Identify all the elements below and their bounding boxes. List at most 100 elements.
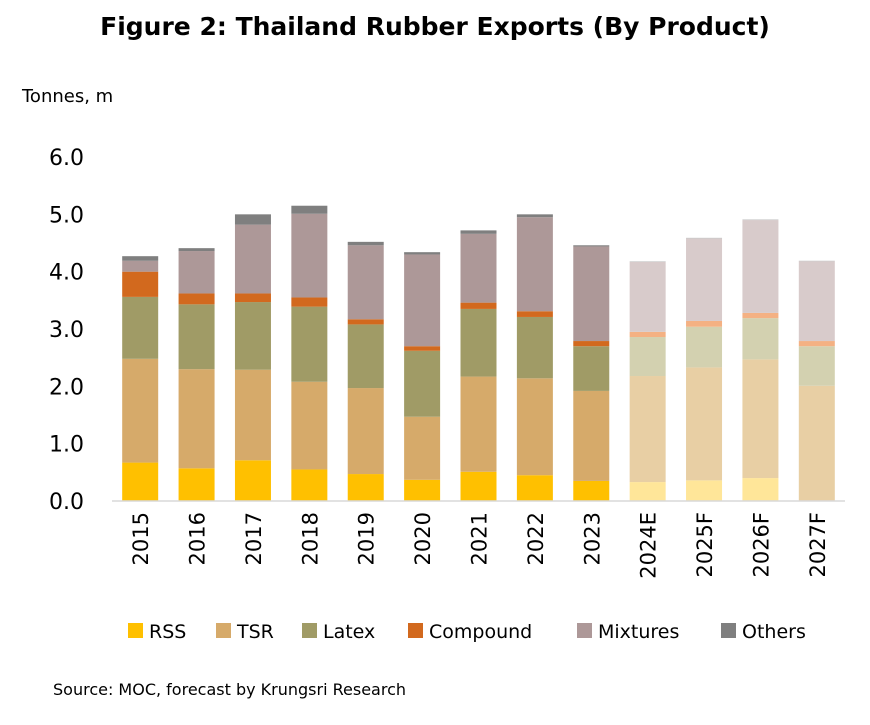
bar-tsr-2017 — [234, 369, 271, 461]
bar-rss-2021 — [460, 471, 497, 501]
y-tick-label: 6.0 — [49, 146, 84, 171]
bar-tsr-2021 — [460, 376, 497, 472]
x-tick-label: 2018 — [298, 512, 322, 565]
bar-rss-2022 — [516, 475, 553, 501]
x-tick-label: 2021 — [468, 512, 492, 565]
bar-others-2027f — [798, 260, 835, 262]
chart-title: Figure 2: Thailand Rubber Exports (By Pr… — [100, 12, 770, 41]
bar-others-2019 — [347, 241, 384, 246]
bar-latex-2021 — [460, 308, 497, 377]
x-tick-label: 2017 — [242, 512, 266, 565]
bar-compound-2023 — [573, 341, 610, 347]
bar-latex-2024e — [629, 337, 666, 377]
legend-label-rss: RSS — [149, 621, 186, 643]
bar-others-2026f — [742, 219, 779, 221]
y-tick-label: 1.0 — [49, 433, 84, 458]
bar-tsr-2027f — [798, 385, 835, 501]
bar-rss-2024e — [629, 482, 666, 501]
x-tick-label: 2020 — [411, 512, 435, 565]
legend-swatch-tsr — [216, 623, 231, 638]
bar-others-2025f — [686, 237, 723, 239]
bar-mixtures-2017 — [234, 224, 271, 294]
bar-tsr-2023 — [573, 390, 610, 481]
bar-latex-2019 — [347, 324, 384, 389]
bar-rss-2015 — [122, 462, 159, 501]
bar-latex-2020 — [404, 350, 441, 417]
bar-rss-2016 — [178, 468, 215, 501]
bar-compound-2024e — [629, 331, 666, 338]
bar-compound-2018 — [291, 297, 328, 307]
bar-latex-2025f — [686, 326, 723, 368]
legend-swatch-mixtures — [577, 623, 592, 638]
x-tick-label: 2022 — [524, 512, 548, 565]
bar-latex-2015 — [122, 296, 159, 359]
x-tick-label: 2024E — [637, 512, 661, 579]
bar-others-2015 — [122, 256, 159, 261]
legend-label-others: Others — [742, 621, 806, 643]
y-tick-label: 2.0 — [49, 375, 84, 400]
bar-mixtures-2019 — [347, 245, 384, 320]
bar-latex-2026f — [742, 318, 779, 360]
y-tick-label: 3.0 — [49, 318, 84, 343]
legend-swatch-others — [721, 623, 736, 638]
bar-others-2023 — [573, 245, 610, 247]
bar-compound-2020 — [404, 346, 441, 351]
bar-latex-2016 — [178, 304, 215, 370]
bar-rss-2018 — [291, 469, 328, 501]
bar-tsr-2026f — [742, 359, 779, 479]
bar-compound-2027f — [798, 341, 835, 347]
y-axis-ticks: 0.0 1.0 2.0 3.0 4.0 5.0 6.0 — [49, 146, 84, 515]
bar-others-2022 — [516, 214, 553, 218]
bar-latex-2022 — [516, 316, 553, 379]
bar-tsr-2018 — [291, 381, 328, 470]
bar-mixtures-2026f — [742, 220, 779, 313]
bar-mixtures-2023 — [573, 246, 610, 342]
bar-others-2017 — [234, 214, 271, 225]
legend-label-tsr: TSR — [236, 621, 274, 643]
legend-swatch-latex — [302, 623, 317, 638]
bar-others-2016 — [178, 248, 215, 252]
y-axis-unit-label: Tonnes, m — [22, 86, 114, 107]
y-tick-label: 4.0 — [49, 261, 84, 286]
bar-rss-2026f — [742, 478, 779, 501]
legend-swatch-rss — [128, 623, 143, 638]
legend-label-compound: Compound — [429, 621, 532, 643]
bar-tsr-2019 — [347, 388, 384, 475]
legend-swatch-compound — [408, 623, 423, 638]
legend: RSS TSR Latex Compound Mixtures Others — [128, 621, 806, 643]
bar-mixtures-2022 — [516, 217, 553, 312]
source-note: Source: MOC, forecast by Krungsri Resear… — [53, 680, 407, 699]
bar-others-2024e — [629, 261, 666, 262]
bar-mixtures-2025f — [686, 238, 723, 321]
bar-rss-2017 — [234, 460, 271, 501]
bar-mixtures-2020 — [404, 254, 441, 347]
bar-mixtures-2021 — [460, 233, 497, 303]
bar-tsr-2024e — [629, 376, 666, 483]
bar-rss-2025f — [686, 480, 723, 501]
bar-compound-2019 — [347, 319, 384, 325]
x-tick-label: 2025F — [693, 512, 717, 578]
bar-compound-2021 — [460, 302, 497, 309]
bar-rss-2019 — [347, 474, 384, 501]
bar-tsr-2025f — [686, 367, 723, 481]
bar-tsr-2015 — [122, 358, 159, 463]
bar-mixtures-2015 — [122, 260, 159, 272]
x-tick-label: 2015 — [129, 512, 153, 565]
bar-latex-2017 — [234, 302, 271, 370]
y-tick-label: 0.0 — [49, 490, 84, 515]
y-tick-label: 5.0 — [49, 203, 84, 228]
bar-others-2018 — [291, 205, 328, 214]
bar-compound-2022 — [516, 311, 553, 317]
bar-compound-2015 — [122, 271, 159, 297]
bar-tsr-2020 — [404, 416, 441, 480]
bar-others-2021 — [460, 230, 497, 234]
x-tick-label: 2023 — [580, 512, 604, 565]
bar-rss-2020 — [404, 479, 441, 501]
x-tick-label: 2026F — [749, 512, 773, 578]
bar-latex-2027f — [798, 346, 835, 386]
bar-latex-2023 — [573, 346, 610, 391]
bar-mixtures-2024e — [629, 261, 666, 332]
bars — [122, 205, 835, 501]
bar-mixtures-2016 — [178, 251, 215, 294]
